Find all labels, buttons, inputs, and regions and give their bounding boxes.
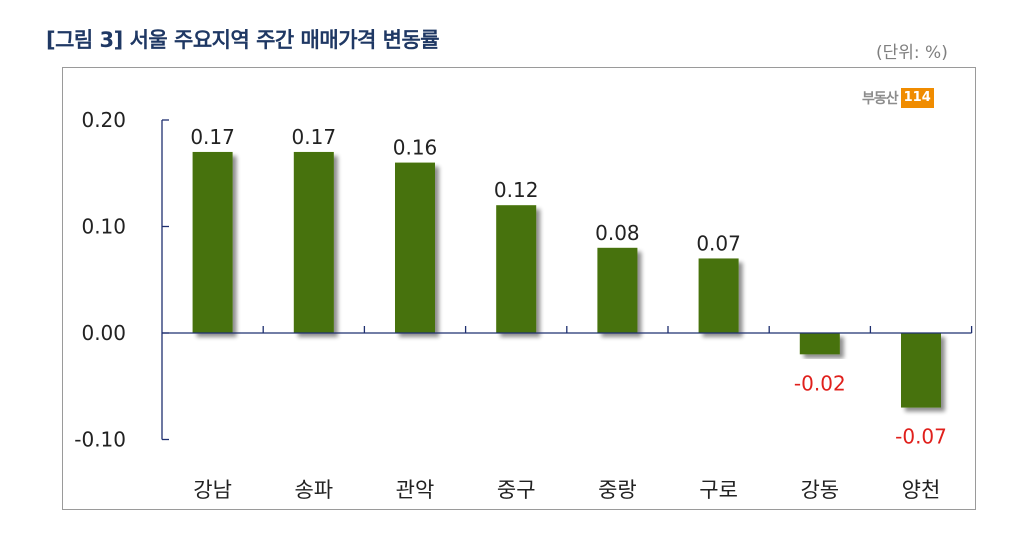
category-label: 강동 [800, 478, 839, 502]
category-label: 송파 [294, 478, 333, 502]
y-tick-label: -0.10 [74, 428, 126, 452]
bars: 0.17 0.17 0.16 0.12 0.08 0.07 -0.02 -0.07 [190, 125, 947, 449]
y-tick-label: 0.20 [81, 108, 126, 132]
logo-text: 부동산 [862, 91, 899, 107]
value-label: -0.02 [794, 371, 846, 395]
value-label: 0.08 [595, 221, 640, 245]
category-label: 양천 [902, 478, 941, 502]
y-tick-label: 0.10 [81, 215, 126, 239]
category-label: 구로 [699, 478, 738, 502]
logo-badge: 114 [900, 88, 934, 108]
value-label: 0.17 [190, 125, 235, 149]
chart-frame [62, 67, 976, 510]
bar [799, 333, 840, 355]
x-axis: 강남 송파 관악 중구 중랑 구로 강동 양천 [162, 326, 973, 502]
bar [698, 258, 739, 333]
category-label: 관악 [396, 478, 435, 502]
value-label: 0.07 [696, 231, 741, 255]
category-label: 강남 [193, 478, 232, 502]
unit-label: (단위: %) [876, 43, 948, 63]
y-tick-label: 0.00 [81, 321, 126, 345]
category-label: 중구 [497, 478, 536, 502]
y-axis: 0.20 0.10 0.00 -0.10 [74, 108, 169, 452]
bar [597, 247, 638, 333]
value-label: 0.16 [393, 136, 438, 160]
logo: 부동산 114 [862, 87, 934, 109]
bar [901, 333, 941, 408]
value-label: -0.07 [895, 425, 947, 449]
value-label: 0.17 [292, 125, 337, 149]
bar [293, 151, 334, 333]
bar [496, 205, 537, 333]
chart-title: [그림 3] 서울 주요지역 주간 매매가격 변동률 [46, 28, 440, 52]
category-label: 중랑 [598, 478, 637, 502]
bar [192, 151, 233, 333]
value-label: 0.12 [494, 178, 539, 202]
bar [395, 162, 435, 333]
